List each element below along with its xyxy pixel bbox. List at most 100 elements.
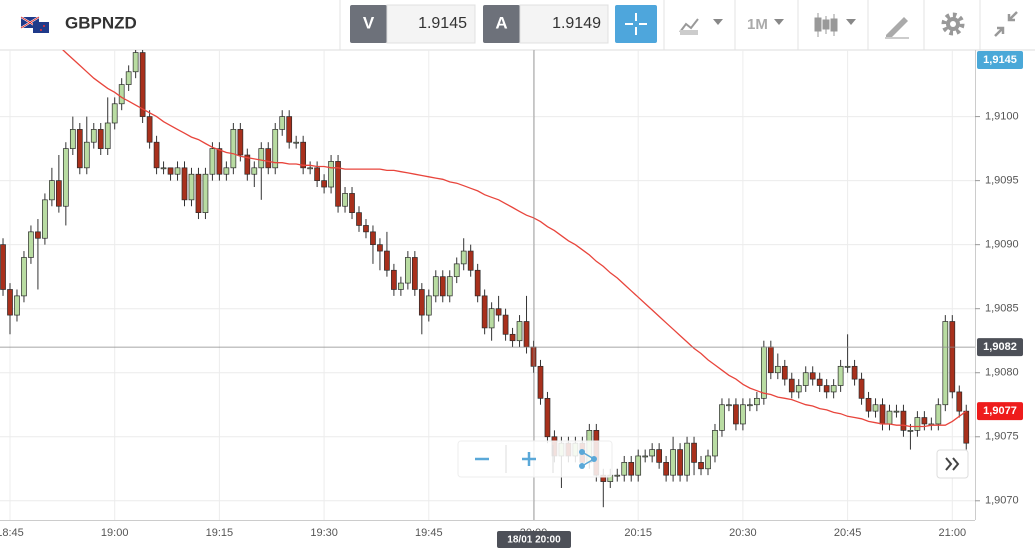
candle-body	[7, 289, 13, 316]
candle-body	[391, 269, 397, 290]
candle-body	[949, 321, 956, 393]
candle-body	[425, 295, 432, 316]
x-tick-label: 19:30	[310, 527, 338, 539]
y-tick-label: 1,9070	[985, 495, 1019, 507]
flag-icon	[20, 16, 49, 33]
buy-price[interactable]: 1.9149	[552, 15, 601, 32]
candle-body	[272, 129, 279, 169]
settings-button[interactable]	[941, 12, 965, 36]
candle-body	[530, 346, 537, 367]
candle-body	[174, 167, 181, 175]
candle-body	[446, 276, 453, 297]
candle-body	[160, 167, 167, 170]
candle-body	[712, 430, 718, 457]
candle-body	[139, 52, 146, 117]
top-price-label: 1,9145	[983, 54, 1017, 66]
candle-body	[69, 129, 76, 149]
draw-tool-button[interactable]	[885, 17, 909, 39]
candle-body	[872, 404, 879, 412]
candle-body	[405, 257, 411, 284]
candle-body	[132, 52, 139, 73]
x-tick-label: 19:45	[415, 527, 443, 539]
y-tick-label: 1,9080	[985, 367, 1019, 379]
buy-label[interactable]: A	[495, 13, 507, 32]
symbol: GBPNZD	[65, 13, 137, 32]
x-tick-label: 20:15	[624, 527, 652, 539]
zoom-controls	[457, 440, 613, 478]
share-button[interactable]	[579, 449, 597, 469]
candle-body	[523, 321, 530, 348]
candle-body	[237, 129, 244, 156]
candle-body	[886, 410, 893, 425]
sell-label[interactable]: V	[363, 13, 375, 32]
candle-body	[474, 269, 481, 297]
candle-body	[300, 141, 307, 169]
moving-average-line	[62, 50, 967, 428]
candle-body	[481, 295, 488, 329]
candle-body	[321, 180, 327, 188]
candle-body	[28, 231, 34, 258]
crosshair-price-label-bg	[977, 338, 1023, 357]
crosshair-price-label: 1,9082	[983, 341, 1017, 353]
crosshair-time-bg	[497, 531, 571, 548]
candle-body	[544, 397, 551, 438]
candle-body	[202, 173, 209, 213]
candle-body	[42, 199, 48, 239]
candle-body	[935, 404, 942, 425]
buy-button[interactable]: A 1.9149	[483, 4, 609, 44]
candle-body	[14, 295, 20, 316]
candle-body	[691, 442, 697, 463]
candle-style-button[interactable]	[814, 13, 856, 37]
candle-body	[733, 404, 739, 425]
y-tick-label: 1,9100	[985, 111, 1019, 123]
candle-body	[293, 141, 300, 144]
candle-body	[223, 167, 230, 175]
candle-body	[760, 346, 767, 399]
y-axis-line	[975, 50, 976, 520]
candle-body	[307, 167, 313, 170]
candle-body	[363, 225, 369, 233]
collapse-button[interactable]	[994, 11, 1018, 37]
candle-body	[963, 410, 970, 444]
candle-body	[858, 378, 865, 399]
x-tick-label: 20:30	[729, 527, 757, 539]
zoom-in-button[interactable]	[522, 452, 536, 466]
candle-body	[230, 129, 237, 169]
candle-body	[698, 462, 704, 470]
candle-body	[265, 148, 272, 169]
candle-body	[56, 180, 62, 207]
candle-body	[460, 250, 467, 265]
candle-body	[816, 378, 823, 386]
candle-body	[537, 365, 544, 399]
candle-body	[809, 372, 816, 380]
candle-body	[754, 397, 760, 406]
candle-body	[209, 148, 216, 175]
x-tick-label: 19:15	[206, 527, 234, 539]
candle-body	[83, 141, 90, 169]
candle-body	[258, 148, 265, 169]
y-tick-label: 1,9095	[985, 175, 1019, 187]
chart-type-button[interactable]	[679, 18, 723, 35]
candle-body	[153, 141, 160, 169]
sell-price[interactable]: 1.9145	[418, 15, 467, 32]
timeframe-button[interactable]: 1M	[747, 16, 784, 33]
candle-body	[516, 321, 523, 342]
sell-button[interactable]: V 1.9145	[350, 4, 476, 44]
scroll-end-button[interactable]	[936, 449, 969, 479]
crosshair-button[interactable]	[615, 5, 657, 43]
candle-body	[893, 410, 900, 413]
candle-body	[195, 173, 202, 213]
candle-body	[349, 193, 355, 213]
y-tick-label: 1,9085	[985, 303, 1019, 315]
candle-body	[502, 314, 509, 335]
candle-body	[49, 180, 55, 201]
candle-body	[342, 193, 348, 207]
candle-body	[279, 116, 286, 130]
timeframe[interactable]: 1M	[747, 16, 768, 33]
candle-body	[670, 449, 676, 476]
candle-body	[921, 417, 928, 425]
candle-body	[837, 365, 844, 386]
candle-body	[62, 148, 69, 207]
candle-body	[781, 365, 788, 380]
